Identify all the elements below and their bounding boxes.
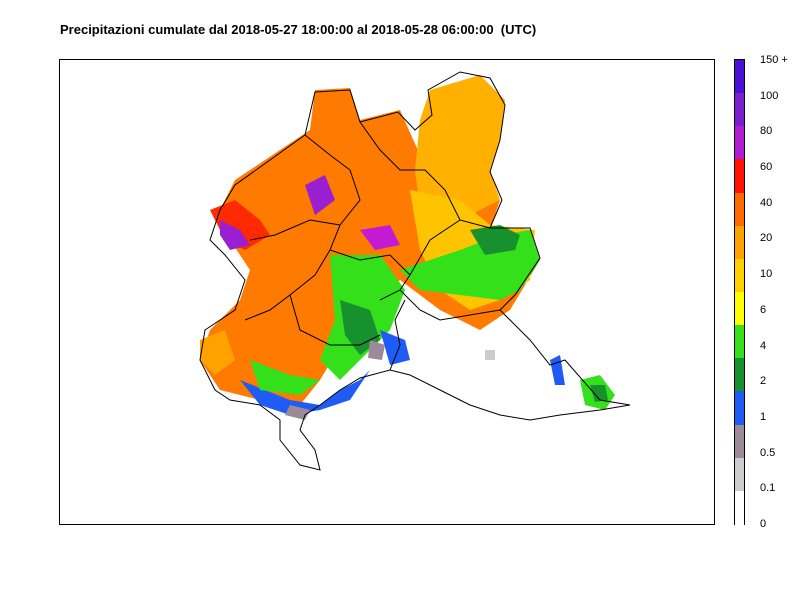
colorbar-segment [735,490,744,525]
region-borders [199,71,631,471]
colorbar-segment [735,325,744,360]
colorbar-tick-label: 20 [760,232,773,245]
colorbar-segment [735,391,744,426]
colorbar-tick-label: 1 [760,410,767,423]
colorbar-segment [735,192,744,227]
colorbar-tick-label: 4 [760,339,767,352]
colorbar-segment [735,93,744,128]
map-title: Precipitazioni cumulate dal 2018-05-27 1… [60,22,537,37]
colorbar-tick-label: 60 [760,161,773,174]
colorbar-tick-label: 150 + [760,54,788,66]
colorbar-segment [735,358,744,393]
precipitation-colorbar [734,59,745,525]
precipitation-map [59,59,715,525]
colorbar-segment [735,60,744,94]
colorbar-tick-label: 80 [760,125,773,138]
colorbar-segment [735,292,744,326]
colorbar-segment [735,457,744,492]
colorbar-segment [735,225,744,260]
precip-fields [200,75,615,420]
colorbar-segment [735,424,744,459]
colorbar-tick-label: 0.1 [760,482,776,495]
colorbar-tick-label: 0 [760,518,767,530]
colorbar-segment [735,258,744,293]
colorbar-tick-label: 40 [760,196,773,209]
colorbar-segment [735,126,744,161]
colorbar-tick-label: 2 [760,375,767,388]
colorbar-tick-label: 100 [760,89,779,102]
colorbar-tick-label: 0.5 [760,446,776,459]
colorbar-segment [735,159,744,194]
colorbar-tick-label: 10 [760,268,773,281]
colorbar-tick-label: 6 [760,303,767,316]
